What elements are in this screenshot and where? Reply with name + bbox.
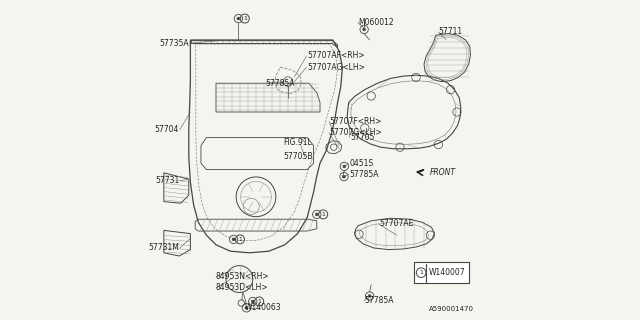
Text: 1: 1 (419, 270, 423, 275)
Text: M060012: M060012 (358, 18, 394, 27)
Text: 57707F<RH>: 57707F<RH> (330, 117, 382, 126)
Circle shape (316, 213, 318, 216)
Text: 1: 1 (238, 237, 242, 242)
Text: 57731: 57731 (155, 176, 179, 185)
Text: FIG.91L: FIG.91L (283, 138, 312, 147)
Circle shape (343, 165, 346, 168)
Text: 57735A: 57735A (160, 39, 189, 48)
Text: 57785A: 57785A (266, 79, 295, 88)
Circle shape (252, 300, 254, 303)
Text: 57711: 57711 (438, 28, 463, 36)
Text: 57705: 57705 (351, 133, 375, 142)
Text: 57707AE: 57707AE (380, 220, 413, 228)
Circle shape (245, 306, 248, 309)
Text: 0451S: 0451S (349, 159, 374, 168)
Text: W140063: W140063 (245, 303, 282, 312)
Circle shape (232, 238, 235, 241)
Text: 84953N<RH>: 84953N<RH> (216, 272, 269, 281)
Text: 57707G<LH>: 57707G<LH> (330, 128, 382, 137)
Text: 57785A: 57785A (349, 170, 379, 179)
Text: A590001470: A590001470 (429, 306, 474, 312)
Text: 57731M: 57731M (148, 244, 179, 252)
Circle shape (237, 17, 240, 20)
Text: 57707AF<RH>: 57707AF<RH> (307, 52, 365, 60)
Text: 57705B: 57705B (283, 152, 313, 161)
FancyBboxPatch shape (415, 262, 468, 283)
Text: W140007: W140007 (429, 268, 465, 277)
Text: 1: 1 (257, 299, 261, 304)
Text: 57785A: 57785A (365, 296, 394, 305)
Text: 1: 1 (321, 212, 325, 217)
Text: 84953D<LH>: 84953D<LH> (216, 284, 269, 292)
Text: FRONT: FRONT (429, 168, 456, 177)
Circle shape (342, 175, 346, 178)
Circle shape (368, 294, 371, 298)
Text: 1: 1 (243, 16, 247, 21)
Text: 57707AG<LH>: 57707AG<LH> (307, 63, 365, 72)
Circle shape (363, 28, 365, 31)
Text: 57704: 57704 (155, 125, 179, 134)
